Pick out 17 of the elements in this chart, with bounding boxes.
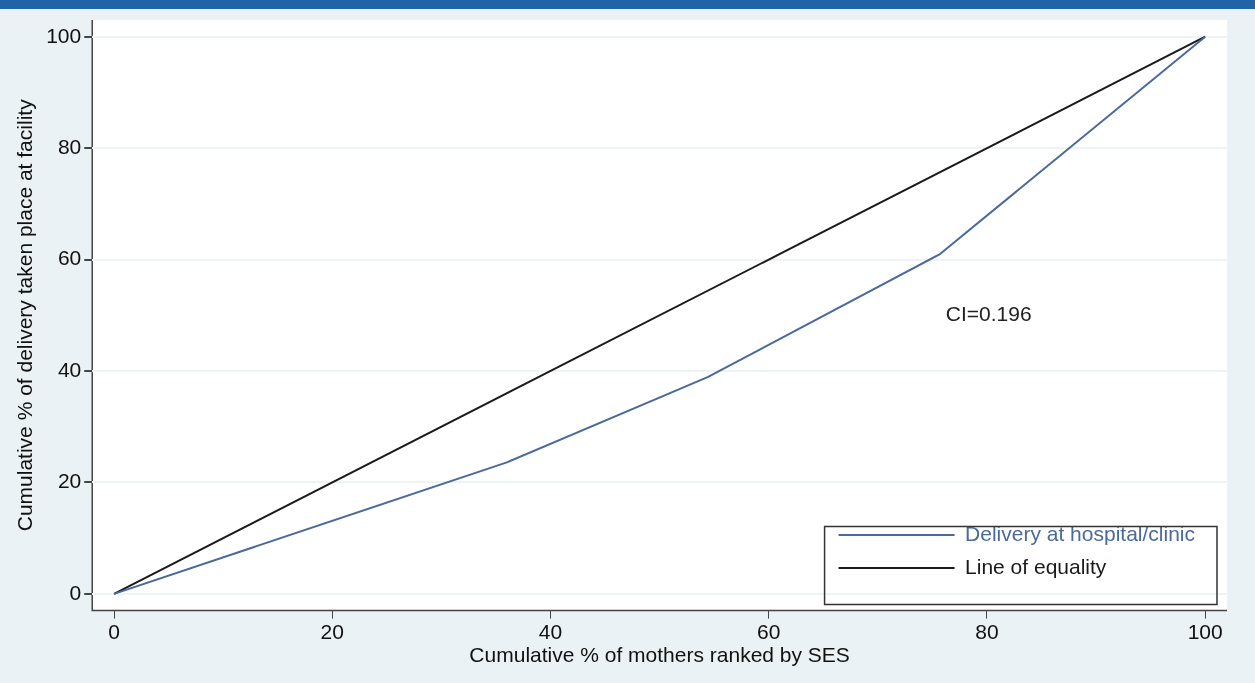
x-tick-label: 80	[975, 620, 999, 643]
y-tick-label: 0	[69, 580, 82, 604]
x-tick-label: 60	[757, 620, 781, 643]
y-axis-title: Cumulative % of delivery taken place at facility	[13, 98, 37, 532]
x-axis-title: Cumulative % of mothers ranked by SES	[469, 643, 850, 667]
y-tick-label: 100	[46, 23, 82, 47]
annotation: CI=0.196	[945, 302, 1032, 326]
y-tick-label: 40	[57, 357, 82, 381]
x-tick-label: 40	[538, 620, 563, 643]
text: Delivery at hospital/clinic	[965, 521, 1196, 545]
x-tick-label: 100	[1187, 620, 1223, 643]
text: Line of equality	[965, 554, 1107, 578]
y-tick-label: 20	[57, 469, 82, 493]
x-tick-label: 0	[108, 620, 120, 643]
y-tick-label: 80	[57, 134, 82, 158]
y-tick-label: 60	[57, 246, 82, 270]
x-tick-label: 20	[320, 620, 344, 643]
